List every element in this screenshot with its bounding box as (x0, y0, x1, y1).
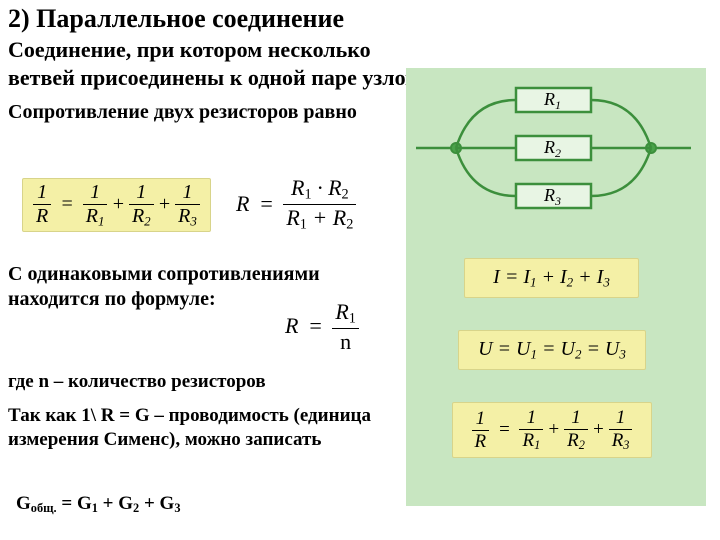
formula-voltage-equal: U = U1 = U2 = U3 (458, 330, 646, 370)
paragraph-3: где n – количество резисторов (8, 370, 368, 394)
paragraph-1: Сопротивление двух резисторов равно (8, 100, 368, 125)
formula-two-resistors: R = R1 · R2 R1 + R2 (236, 176, 356, 232)
conductance-sum: Gобщ. = G1 + G2 + G3 (16, 492, 416, 517)
right-panel: R1 R2 R3 I = I1 + I2 + I3 U = U1 = U2 = … (406, 68, 706, 506)
section-title: 2) Параллельное соединение (8, 4, 344, 34)
paragraph-4: Так как 1\ R = G – проводимость (единица… (8, 404, 408, 452)
formula-current-sum: I = I1 + I2 + I3 (464, 258, 639, 298)
formula-equal-resistors: R = R1 n (285, 300, 359, 353)
formula-reciprocal-sum: 1R = 1R1 + 1R2 + 1R3 (22, 178, 211, 232)
parallel-circuit-diagram: R1 R2 R3 (416, 78, 691, 218)
section-subtitle: Соединение, при котором несколько ветвей… (8, 36, 438, 91)
formula-reciprocal-sum-right: 1R = 1R1 + 1R2 + 1R3 (452, 402, 652, 458)
